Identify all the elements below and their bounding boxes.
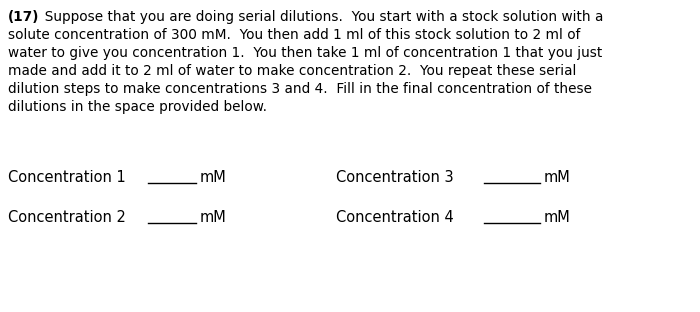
Text: water to give you concentration 1.  You then take 1 ml of concentration 1 that y: water to give you concentration 1. You t…: [8, 46, 602, 60]
Text: dilution steps to make concentrations 3 and 4.  Fill in the final concentration : dilution steps to make concentrations 3 …: [8, 82, 592, 96]
Text: dilutions in the space provided below.: dilutions in the space provided below.: [8, 100, 267, 114]
Text: Concentration 4: Concentration 4: [336, 210, 454, 225]
Text: (17): (17): [8, 10, 39, 24]
Text: mM: mM: [200, 170, 227, 185]
Text: mM: mM: [544, 170, 570, 185]
Text: Concentration 3: Concentration 3: [336, 170, 454, 185]
Text: made and add it to 2 ml of water to make concentration 2.  You repeat these seri: made and add it to 2 ml of water to make…: [8, 64, 576, 78]
Text: Concentration 2: Concentration 2: [8, 210, 126, 225]
Text: mM: mM: [544, 210, 570, 225]
Text: solute concentration of 300 mM.  You then add 1 ml of this stock solution to 2 m: solute concentration of 300 mM. You then…: [8, 28, 580, 42]
Text: Concentration 1: Concentration 1: [8, 170, 126, 185]
Text: Suppose that you are doing serial dilutions.  You start with a stock solution wi: Suppose that you are doing serial diluti…: [36, 10, 603, 24]
Text: mM: mM: [200, 210, 227, 225]
